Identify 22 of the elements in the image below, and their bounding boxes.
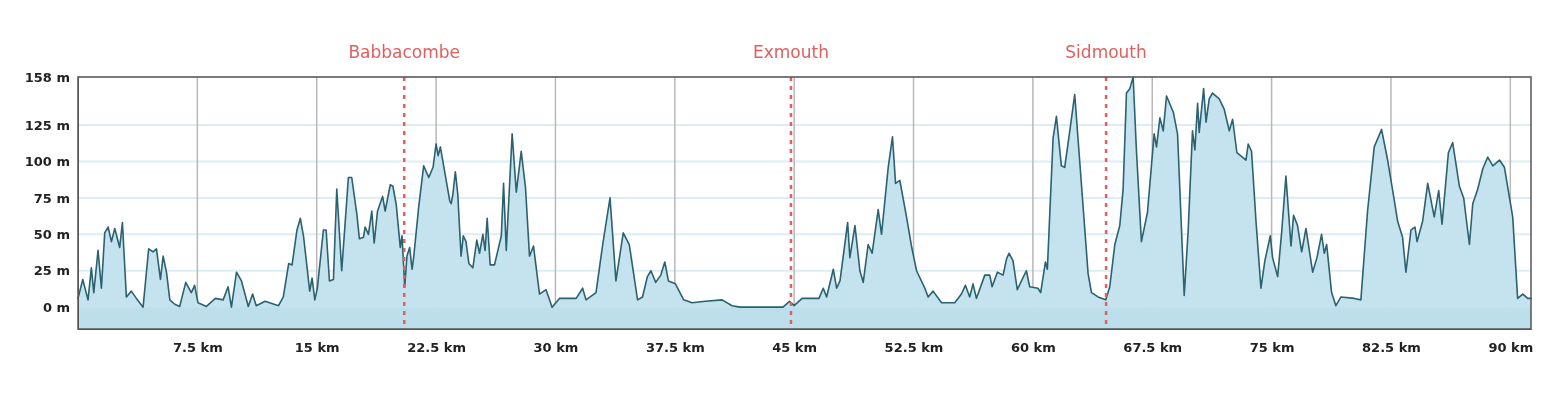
x-tick-label: 52.5 km: [884, 340, 944, 356]
x-tick-label: 22.5 km: [407, 340, 466, 356]
x-tick-label: 82.5 km: [1362, 340, 1421, 356]
ref-line-label: Exmouth: [752, 42, 829, 62]
ref-line-label: Babbacombe: [348, 42, 461, 62]
x-tick-label: 90 km: [1488, 340, 1534, 356]
y-tick-label: 125 m: [24, 117, 70, 133]
y-tick-label: 75 m: [33, 190, 70, 206]
y-tick-label: 100 m: [24, 154, 70, 170]
y-tick-label: 158 m: [24, 69, 70, 85]
x-tick-label: 37.5 km: [645, 340, 705, 356]
x-tick-label: 75 km: [1249, 340, 1295, 356]
x-tick-label: 7.5 km: [172, 340, 223, 356]
x-tick-label: 67.5 km: [1123, 340, 1183, 356]
y-tick-label: 25 m: [33, 263, 70, 279]
ref-line-label: Sidmouth: [1065, 42, 1147, 62]
x-tick-label: 30 km: [533, 340, 579, 356]
x-tick-label: 45 km: [772, 340, 818, 356]
x-tick-label: 15 km: [294, 340, 340, 356]
x-tick-label: 60 km: [1010, 340, 1056, 356]
y-tick-label: 50 m: [33, 226, 70, 242]
y-tick-label: 0 m: [42, 299, 70, 315]
